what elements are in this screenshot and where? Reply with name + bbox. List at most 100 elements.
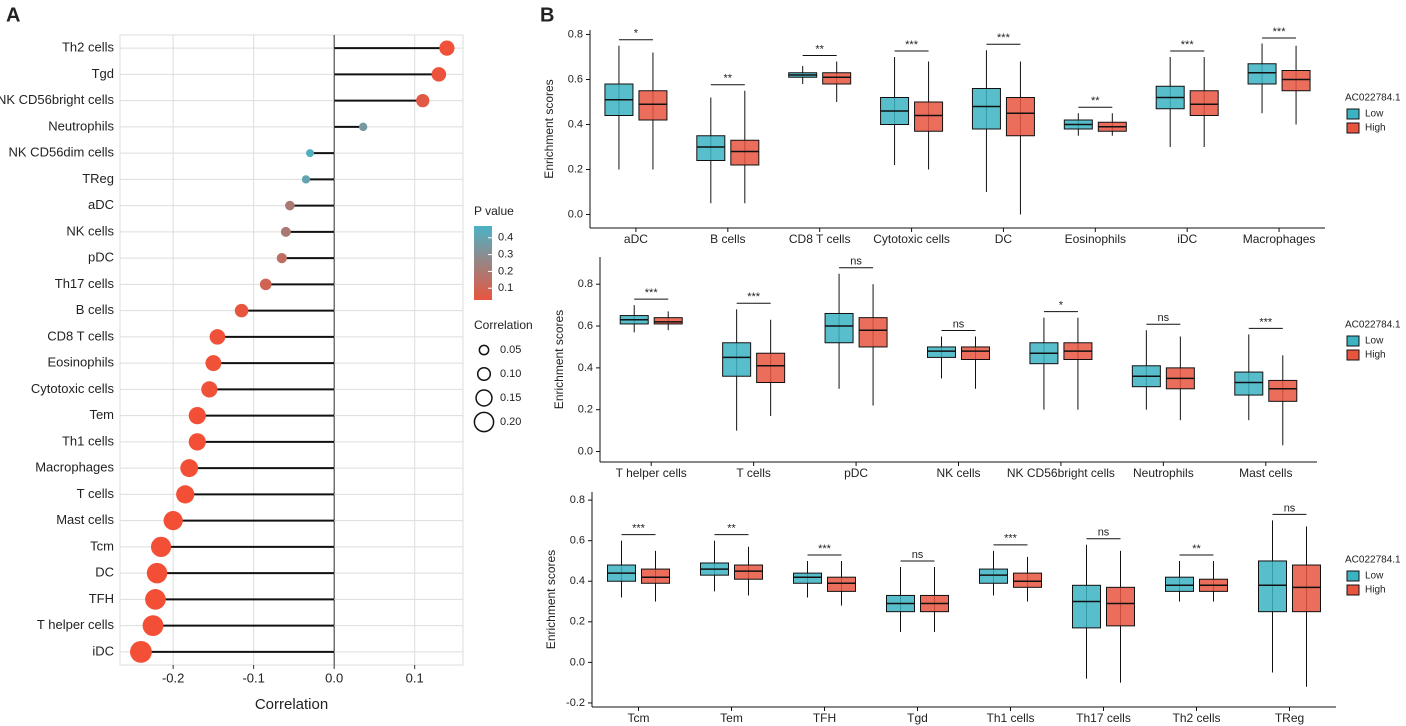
dot [431, 67, 447, 82]
x-tick-label: Neutrophils [1133, 466, 1194, 480]
box [824, 312, 854, 344]
size-label: 0.05 [500, 344, 521, 356]
box [730, 139, 760, 166]
y-tick-label: Macrophages [35, 460, 114, 475]
y-tick-label: Neutrophils [48, 118, 114, 133]
sig-label: ns [953, 318, 965, 330]
box [1072, 584, 1101, 629]
y-tick-label: iDC [92, 643, 114, 658]
legend-title: P value [474, 204, 514, 218]
sig-label: *** [645, 287, 659, 299]
legend-title: AC022784.1 [1345, 93, 1401, 104]
y-tick-label: 0.4 [570, 575, 585, 587]
x-tick-label: Th17 cells [1076, 711, 1131, 725]
dot [188, 433, 206, 451]
x-tick-label: -0.2 [162, 670, 184, 685]
sig-label: ** [727, 523, 736, 535]
x-tick-label: Mast cells [1239, 466, 1292, 480]
dot [146, 562, 168, 584]
box [914, 101, 944, 132]
legend-label: High [1365, 585, 1386, 596]
sig-label: *** [632, 523, 646, 535]
dot [130, 640, 152, 663]
dot [201, 381, 218, 398]
box [858, 317, 888, 348]
x-tick-label: Tgd [907, 711, 928, 725]
dot [306, 149, 315, 158]
box [1165, 576, 1194, 592]
x-tick-label: iDC [1177, 232, 1197, 246]
x-tick-label: TFH [813, 711, 836, 725]
x-tick-label: aDC [624, 232, 648, 246]
sig-label: ns [912, 549, 924, 561]
x-tick-label: T helper cells [616, 466, 687, 480]
size-key [476, 366, 492, 382]
legend-label: High [1365, 350, 1386, 361]
y-tick-label: NK CD56bright cells [0, 92, 114, 107]
colorbar [474, 226, 492, 300]
box [1258, 560, 1287, 613]
sig-label: ns [850, 256, 862, 268]
legend-swatch [1346, 122, 1360, 134]
dot [180, 459, 199, 478]
dot [358, 122, 368, 132]
size-label: 0.10 [500, 368, 521, 380]
colorbar-label: 0.2 [498, 265, 513, 277]
dot [439, 40, 455, 56]
y-tick-label: DC [95, 565, 114, 580]
x-tick-label: pDC [844, 466, 868, 480]
legend-label: High [1365, 123, 1386, 134]
colorbar-label: 0.1 [498, 282, 513, 294]
dot [163, 511, 183, 531]
box [961, 346, 990, 360]
sig-label: ** [815, 43, 824, 55]
legend-title: AC022784.1 [1345, 555, 1401, 566]
legend-swatch [1346, 335, 1360, 347]
y-axis-label: Enrichment scores [544, 550, 558, 649]
legend-label: Low [1365, 336, 1384, 347]
box [1189, 90, 1219, 116]
box [979, 568, 1008, 584]
box [927, 346, 956, 358]
y-tick-label: B cells [76, 302, 115, 317]
y-axis-label: Enrichment scores [542, 79, 556, 178]
x-tick-label: Tcm [628, 711, 650, 725]
y-tick-label: Cytotoxic cells [31, 381, 115, 396]
x-tick-label: 0.1 [406, 670, 424, 685]
sig-label: ** [1091, 95, 1100, 107]
dot [276, 252, 287, 264]
sig-label: *** [905, 39, 919, 51]
sig-label: ** [724, 73, 733, 85]
size-key [475, 389, 493, 407]
y-tick-label: TReg [82, 171, 114, 186]
dot [301, 175, 311, 184]
y-axis-label: Enrichment scores [552, 310, 566, 409]
sig-label: * [634, 28, 639, 40]
y-tick-label: TFH [89, 591, 114, 606]
y-tick-label: 0.4 [568, 118, 583, 130]
dot [234, 303, 249, 318]
legend-swatch [1346, 108, 1360, 120]
y-tick-label: Th17 cells [55, 276, 115, 291]
legend-title: Correlation [474, 318, 533, 332]
x-tick-label: 0.0 [325, 670, 343, 685]
x-tick-label: TReg [1275, 711, 1304, 725]
y-tick-label: aDC [88, 197, 114, 212]
colorbar-label: 0.4 [498, 232, 513, 244]
dot [285, 200, 295, 211]
sig-label: *** [818, 543, 832, 555]
x-tick-label: T cells [736, 466, 770, 480]
box [793, 572, 822, 584]
y-tick-label: pDC [88, 250, 114, 265]
box [1268, 379, 1298, 402]
sig-label: *** [1181, 39, 1195, 51]
box [653, 317, 683, 325]
y-tick-label: NK CD56dim cells [9, 145, 115, 160]
box [1005, 97, 1035, 137]
y-tick-label: 0.6 [578, 320, 593, 332]
legend-swatch [1346, 570, 1360, 582]
sig-label: *** [1259, 316, 1273, 328]
y-tick-label: 0.6 [568, 73, 583, 85]
box [1013, 572, 1042, 588]
dot [142, 615, 164, 637]
